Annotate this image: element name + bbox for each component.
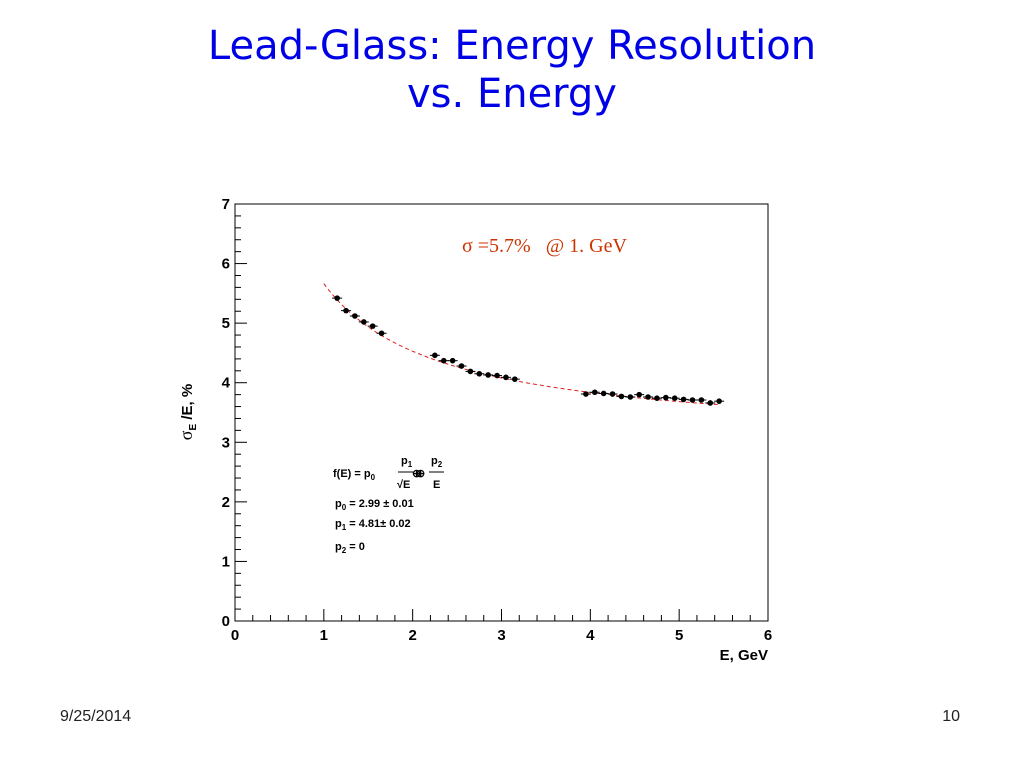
data-point — [476, 370, 483, 377]
data-point — [707, 400, 714, 406]
data-point — [361, 319, 367, 325]
fit-p0-sub: 0 — [371, 473, 376, 482]
data-point — [627, 394, 634, 400]
data-point — [663, 394, 669, 401]
data-point — [591, 389, 598, 396]
param-p0-sub: 0 — [342, 503, 347, 512]
y-tick-label: 0 — [222, 613, 230, 630]
data-point — [467, 368, 474, 375]
x-tick-label: 2 — [408, 627, 416, 644]
param-p1-text: = 4.81± 0.02 — [346, 518, 410, 530]
x-axis-title: E, GeV — [720, 647, 768, 664]
plot-frame — [234, 203, 769, 622]
y-axis-rest: /E, % — [179, 384, 196, 424]
param-p0-name: p — [335, 498, 342, 510]
x-tick-label: 5 — [675, 627, 683, 644]
x-tick-label: 4 — [586, 627, 595, 644]
fit-param-p0: p0 = 2.99 ± 0.01 — [335, 498, 414, 512]
data-point — [432, 352, 438, 359]
x-tick-label: 6 — [764, 627, 772, 644]
x-tick-label: 0 — [231, 627, 239, 644]
y-tick-label: 3 — [222, 434, 230, 451]
data-point — [600, 390, 607, 397]
param-p2-name: p — [335, 541, 342, 553]
data-points — [332, 295, 725, 406]
y-axis-sigma: σ — [176, 430, 196, 440]
data-point — [352, 313, 358, 319]
param-p1-sub: 1 — [342, 523, 347, 532]
data-point — [654, 395, 660, 402]
param-p1-name: p — [335, 518, 342, 530]
x-tick-label: 1 — [320, 627, 328, 644]
data-point — [689, 397, 696, 403]
data-point — [494, 372, 500, 379]
slide-title-line2: vs. Energy — [407, 71, 617, 117]
fit-param-p2: p2 = 0 — [335, 541, 365, 555]
y-tick-label: 6 — [222, 256, 230, 273]
y-tick-label: 4 — [222, 375, 231, 392]
footer-page-number: 10 — [942, 708, 960, 725]
param-p2-sub: 2 — [342, 546, 347, 555]
svg-text:p1: p1 — [401, 455, 413, 469]
y-tick-label: 2 — [222, 494, 230, 511]
y-axis-sub: E — [188, 423, 199, 430]
y-axis-title: σE /E, % — [176, 384, 199, 440]
frac2-den: E — [433, 479, 440, 491]
data-point — [645, 394, 651, 400]
data-point — [636, 391, 642, 398]
data-point — [680, 396, 687, 403]
data-point — [698, 397, 705, 403]
frac1-num-sub: 1 — [408, 460, 413, 469]
fit-oplus-1: ⊕ — [412, 468, 421, 480]
footer-date: 9/25/2014 — [60, 708, 132, 725]
fit-formula: f(E) = p0 ⊕ p1 √E ⊕ p2 E p0 = 2.99 ± 0.0… — [333, 455, 444, 555]
frac2-num-sub: 2 — [438, 460, 443, 469]
data-point — [485, 372, 491, 378]
data-point — [440, 357, 447, 364]
fit-prefix: f(E) = p — [333, 468, 371, 480]
slide-title-line1: Lead-Glass: Energy Resolution — [207, 23, 817, 69]
x-tick-label: 3 — [497, 627, 505, 644]
svg-text:p2: p2 — [431, 455, 443, 469]
y-tick-label: 1 — [222, 553, 230, 570]
y-tick-label: 7 — [222, 196, 230, 213]
data-point — [512, 376, 518, 382]
resolution-annotation: σ =5.7% @ 1. GeV — [462, 235, 627, 257]
axis-ticks: 0 1 2 3 4 5 6 0 1 2 3 4 5 6 7 — [222, 196, 773, 644]
data-point — [583, 391, 589, 397]
frac1-den: √E — [397, 479, 410, 491]
fit-curve — [323, 283, 720, 406]
data-point — [671, 395, 678, 402]
frac1-num: p — [401, 455, 408, 467]
slide-title: Lead-Glass: Energy Resolution vs. Energy — [0, 22, 1024, 118]
data-point — [618, 393, 625, 400]
data-point — [503, 374, 509, 381]
param-p2-text: = 0 — [346, 541, 365, 553]
data-point — [369, 323, 376, 329]
data-point — [343, 307, 349, 314]
param-p0-text: = 2.99 ± 0.01 — [346, 498, 414, 510]
frac2-num: p — [431, 455, 438, 467]
fit-param-p1: p1 = 4.81± 0.02 — [335, 518, 411, 532]
data-point — [378, 330, 385, 337]
data-point — [334, 295, 340, 301]
data-point — [609, 391, 616, 397]
y-tick-label: 5 — [222, 315, 230, 332]
data-point — [458, 363, 465, 369]
svg-text:f(E) = p0: f(E) = p0 — [333, 468, 376, 482]
data-point — [716, 398, 722, 404]
fit-curve-group — [323, 283, 720, 406]
fit-oplus-2: ⊕ — [416, 468, 425, 480]
data-point — [449, 357, 456, 364]
